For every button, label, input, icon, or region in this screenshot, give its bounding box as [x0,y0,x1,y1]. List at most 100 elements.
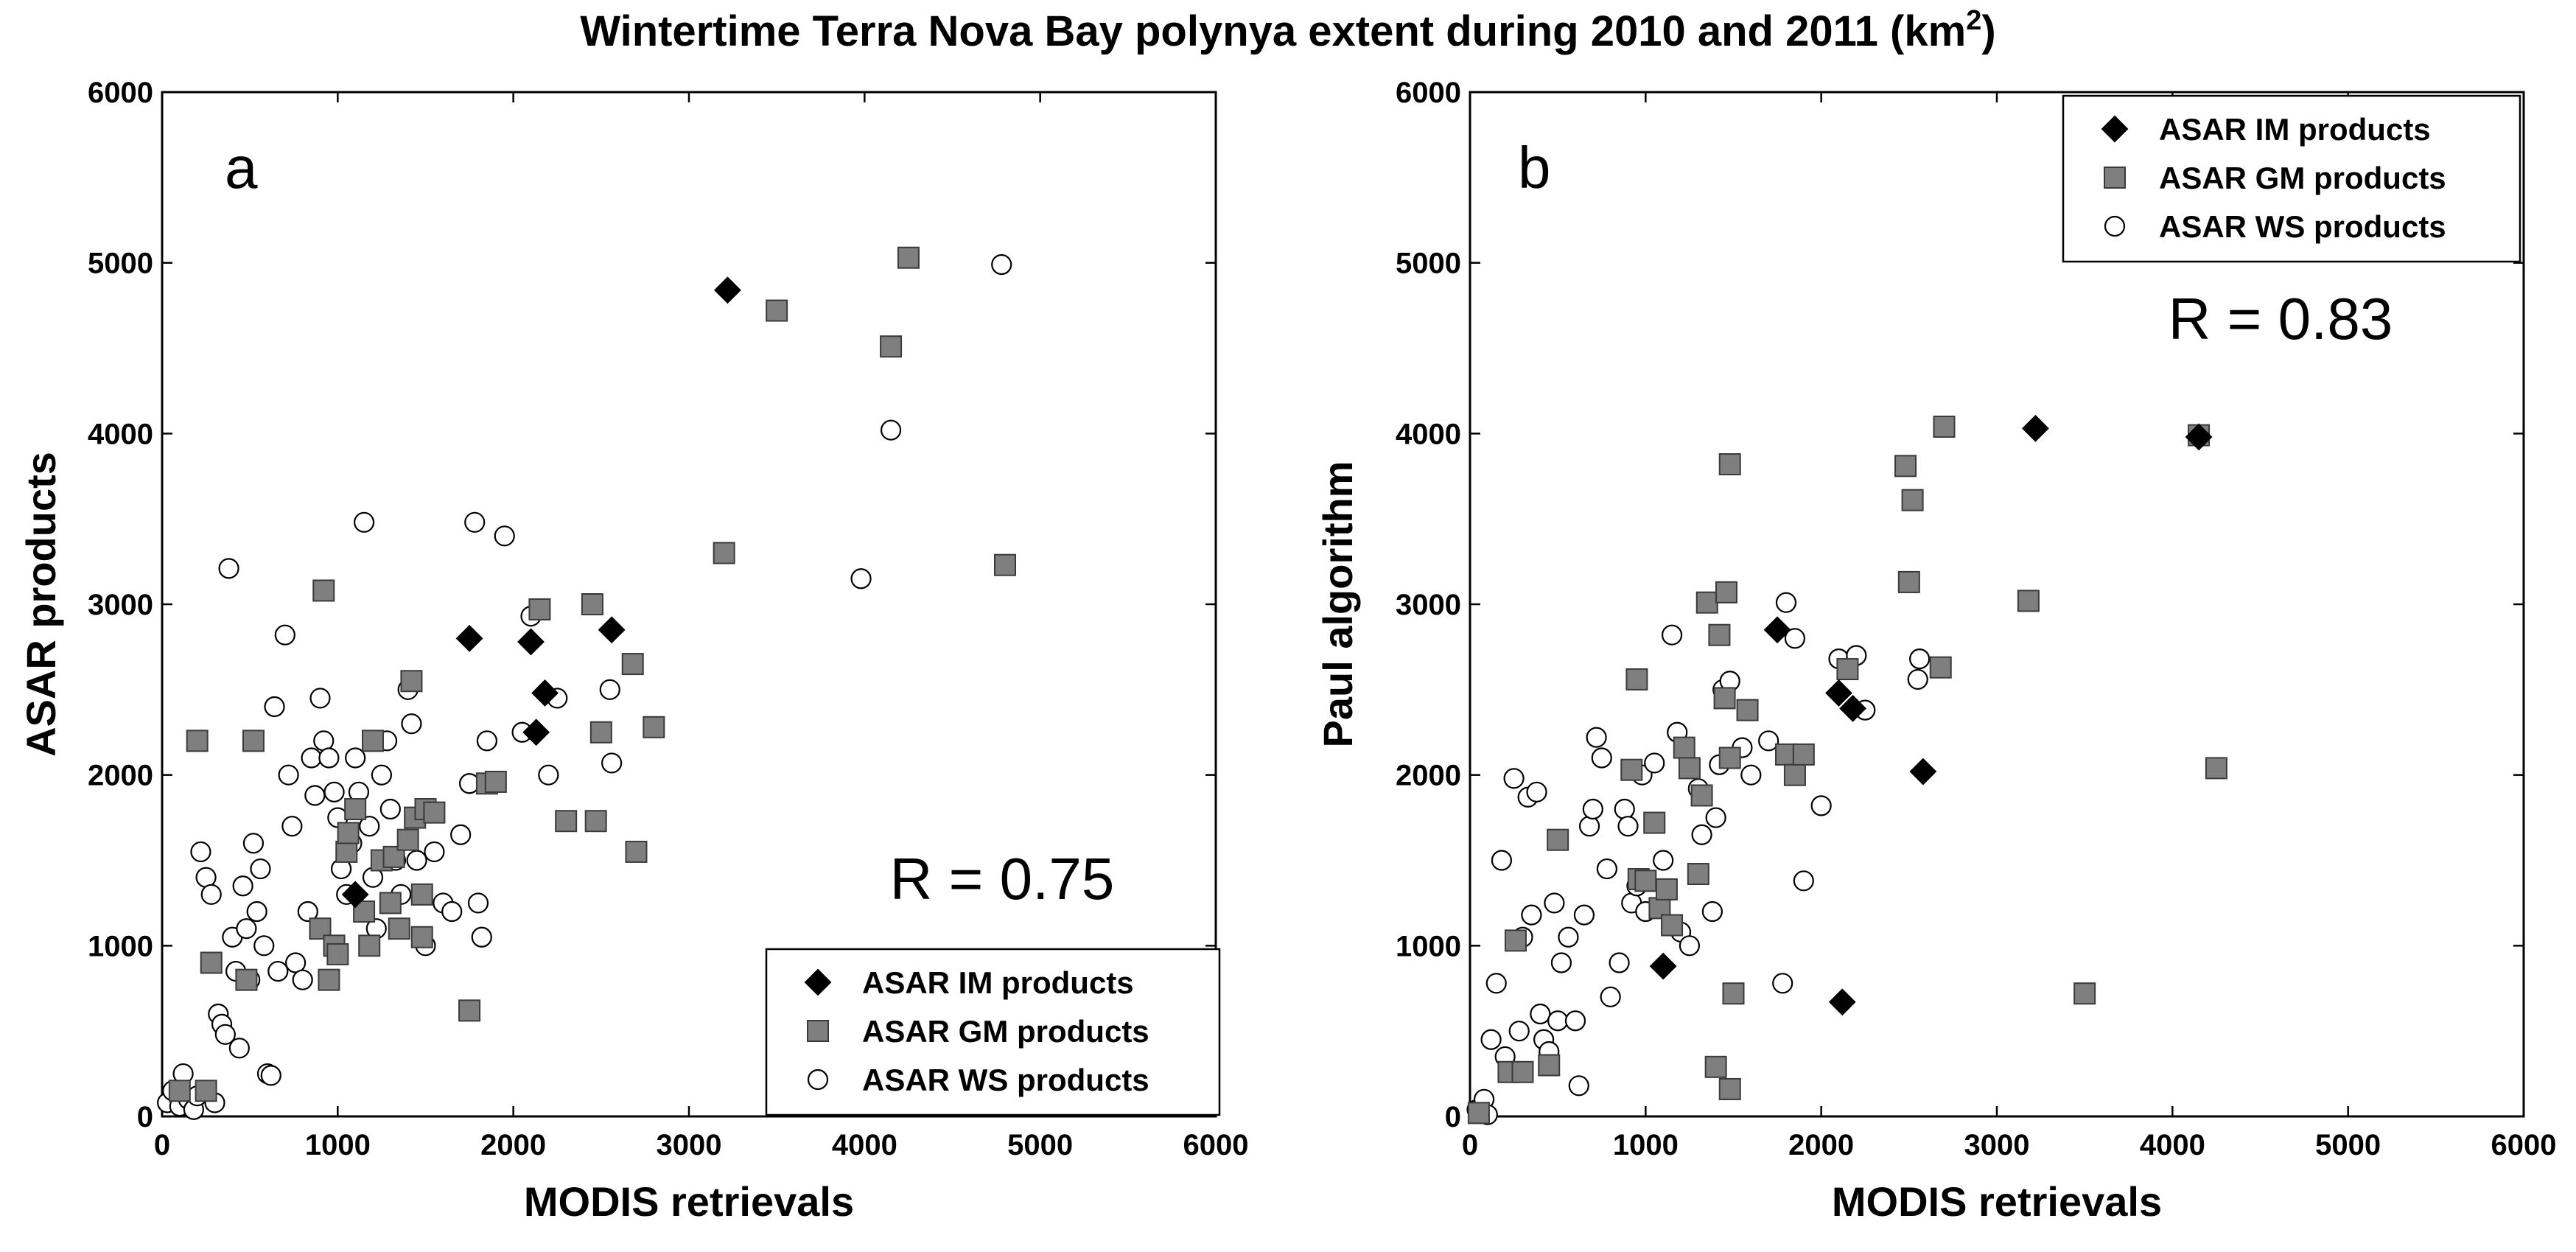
data-point-circle [345,747,366,769]
data-point-square [484,770,507,793]
legend: ASAR IM products ASAR GM products ASAR WS … [2062,94,2521,263]
data-point-diamond [1825,679,1852,707]
data-point-circle [1609,952,1630,973]
x-tick-label: 0 [154,1129,170,1161]
y-tick-label: 3000 [88,589,153,621]
legend-marker-square [2104,167,2126,189]
y-tick-label: 4000 [1396,418,1461,450]
data-point-square [200,951,223,974]
data-point-circle [1491,850,1513,871]
data-point-circle [1907,668,1928,690]
data-point-diamond [522,718,550,746]
data-point-square [1538,1054,1561,1077]
data-point-circle [1550,952,1572,973]
data-point-square [382,845,405,868]
data-point-square [400,670,423,693]
data-point-circle [1568,1075,1589,1097]
x-axis-label: MODIS retrievals [1832,1178,2162,1225]
data-point-circle [464,511,486,533]
data-point-square [1718,746,1741,769]
data-point-circle [292,969,313,990]
data-point-square [1708,623,1731,646]
data-point-circle [1909,648,1931,670]
data-point-circle [353,511,375,533]
data-point-circle [991,253,1012,276]
data-point-square [410,926,433,948]
correlation-label: R = 0.75 [890,846,1115,912]
data-point-square [766,299,788,322]
data-point-square [625,840,648,863]
data-point-diamond [455,624,483,652]
data-point-circle [236,918,257,940]
data-point-circle [1530,1003,1551,1025]
x-tick-label: 1000 [305,1129,371,1161]
data-point-circle [1591,747,1612,769]
data-point-circle [467,892,489,914]
data-point-square [344,798,367,820]
data-point-circle [264,696,285,718]
data-point-circle [1784,628,1806,649]
data-point-circle [1508,1021,1530,1042]
data-point-circle [1480,1029,1502,1050]
data-point-square [335,840,358,863]
data-point-square [581,593,603,615]
data-point-square [2017,590,2040,612]
data-point-square [195,1080,217,1102]
x-tick-label: 0 [1462,1129,1478,1161]
data-point-square [528,598,551,620]
data-point-square [1901,489,1924,511]
data-point-circle [195,867,217,888]
data-point-circle [1503,768,1525,789]
data-point-square [584,810,607,833]
data-point-circle [1617,816,1639,837]
data-point-diamond [531,679,559,707]
data-point-square [1661,914,1684,937]
data-point-square [1894,455,1917,478]
legend-marker-diamond [2101,115,2129,143]
data-point-circle [424,841,445,863]
data-point-square [1678,757,1701,780]
data-point-circle [1661,624,1683,646]
data-point-circle [476,730,498,752]
x-tick-label: 4000 [832,1129,897,1161]
data-point-circle [297,900,318,923]
data-point-square [326,943,349,965]
data-point-circle [1558,926,1579,948]
data-point-circle [1578,816,1600,837]
legend-box [2062,94,2521,263]
data-point-circle [401,713,422,735]
correlation-label: R = 0.83 [2169,286,2393,352]
y-tick-label: 0 [137,1101,153,1133]
data-point-square [1467,1102,1490,1125]
legend-entry-square: ASAR GM products [2159,161,2446,195]
data-point-square [1695,591,1718,614]
data-point-circle [1653,850,1674,871]
data-point-circle [1582,798,1603,820]
legend: ASAR IM products ASAR GM products ASAR WS … [765,948,1221,1116]
legend-entry-diamond: ASAR IM products [862,965,1134,1000]
data-point-square [1713,687,1736,710]
data-point-circle [1644,752,1665,774]
data-point-circle [1526,781,1547,802]
data-point-square [1783,763,1806,786]
data-point-circle [1600,986,1621,1007]
data-point-circle [218,558,239,579]
series-diamond [341,276,741,909]
data-point-square [1547,828,1569,851]
x-tick-label: 5000 [2315,1129,2381,1161]
data-point-square [235,968,258,991]
data-point-square [1511,1060,1534,1083]
data-point-square [1715,581,1737,604]
data-point-square [337,822,360,844]
panel-letter: a [225,135,258,200]
data-point-circle [1701,900,1723,923]
data-point-circle [1521,904,1542,926]
y-tick-label: 1000 [1396,930,1461,962]
data-point-square [396,828,419,851]
data-point-circle [880,419,902,441]
data-point-diamond [1763,616,1791,644]
data-point-circle [232,875,253,897]
data-point-square [242,730,265,752]
x-tick-label: 3000 [657,1129,722,1161]
data-point-circle [1772,973,1793,994]
